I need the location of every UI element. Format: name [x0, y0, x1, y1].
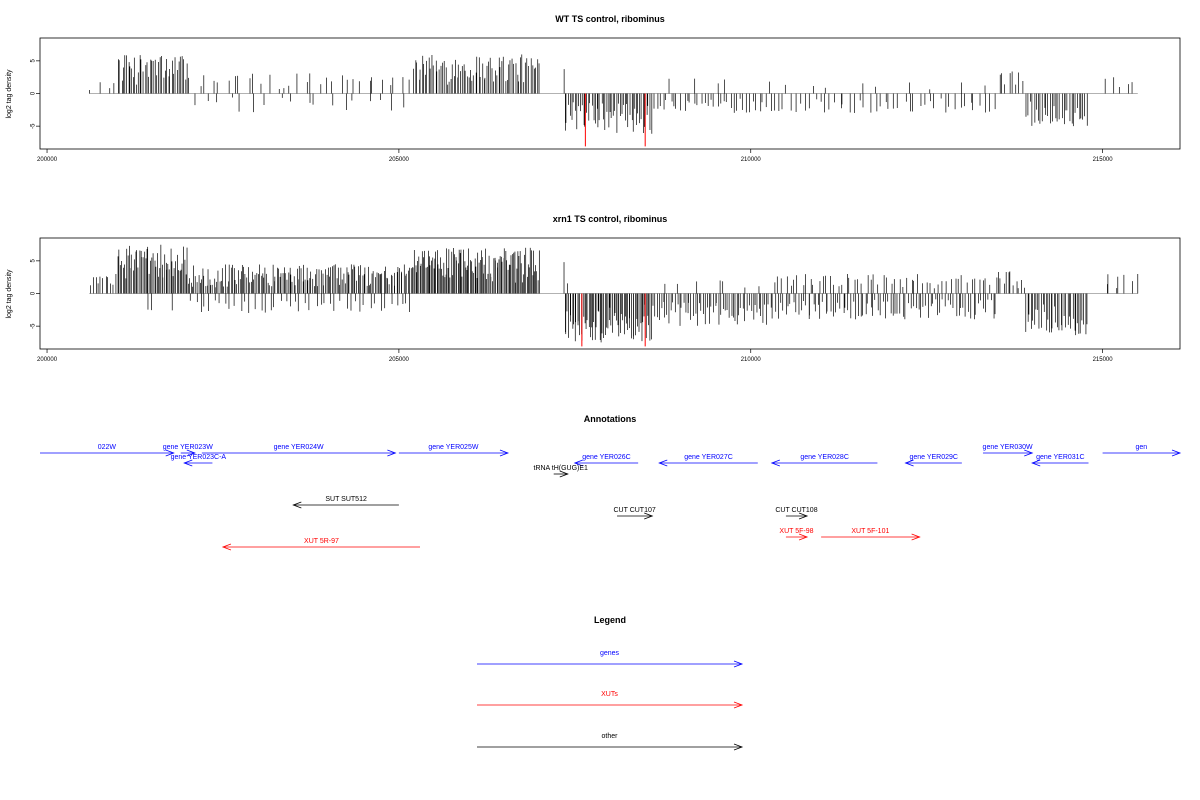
annotation-feature: CUT CUT108: [775, 507, 818, 520]
feature-arrow-head: [770, 459, 780, 467]
feature-label: gene YER024W: [274, 444, 324, 451]
annotation-feature: gene YER030W: [983, 444, 1034, 457]
xrn1-panel-ylabel: log2 tag density: [6, 269, 13, 319]
feature-label: 022W: [98, 444, 117, 451]
feature-label: gene YER030W: [983, 444, 1033, 451]
feature-arrow-head: [165, 449, 175, 457]
feature-arrow-head: [644, 512, 654, 520]
x-tick-label: 200000: [37, 157, 58, 163]
x-tick-label: 205000: [389, 157, 410, 163]
wt-panel-ylabel: log2 tag density: [6, 69, 13, 119]
annotation-feature: XUT 5F-98: [779, 528, 814, 541]
annotation-feature: gene YER023C-A: [171, 454, 227, 467]
feature-arrow-head: [1024, 449, 1034, 457]
legend-item: other: [477, 733, 744, 751]
feature-label: gene YER027C: [684, 454, 733, 461]
legend-arrow-head: [733, 660, 744, 668]
annotation-feature: gene YER024W: [201, 444, 397, 457]
annotation-feature: gene YER029C: [904, 454, 962, 467]
annotation-feature: gene YER025W: [398, 444, 510, 457]
feature-arrow-head: [904, 459, 914, 467]
y-tick-label: 0: [31, 91, 37, 95]
x-tick-label: 210000: [741, 357, 762, 363]
y-tick-label: 5: [31, 59, 37, 63]
annotation-feature: gene YER031C: [1031, 454, 1089, 467]
annotations-title: Annotations: [584, 414, 637, 424]
x-tick-label: 210000: [741, 157, 762, 163]
xrn1-bars: [89, 244, 1139, 347]
feature-label: CUT CUT107: [613, 507, 655, 514]
feature-arrow-head: [559, 470, 569, 478]
wt-density-panel: WT TS control, ribominus log2 tag densit…: [6, 14, 1181, 163]
legend-label: genes: [600, 650, 620, 657]
annotation-feature: gen: [1102, 444, 1182, 457]
xrn1-density-panel: xrn1 TS control, ribominus log2 tag dens…: [6, 214, 1181, 363]
annotation-feature: XUT 5F-101: [821, 528, 921, 541]
feature-arrow-head: [183, 459, 193, 467]
y-tick-label: 0: [31, 291, 37, 295]
feature-arrow-head: [798, 533, 809, 541]
wt-axes: 200000 205000 210000 215000 5 0 -5: [31, 59, 1114, 163]
feature-arrow-head: [292, 501, 302, 509]
xrn1-axes: 200000 205000 210000 215000 5 0 -5: [31, 259, 1114, 363]
xrn1-panel-title: xrn1 TS control, ribominus: [553, 214, 668, 224]
legend-arrow-head: [733, 701, 744, 709]
feature-arrow-head: [499, 449, 510, 457]
feature-arrow-head: [658, 459, 668, 467]
feature-arrow-head: [573, 459, 583, 467]
annotation-feature: 022W: [40, 444, 175, 457]
legend-label: XUTs: [601, 691, 618, 698]
annotation-feature: gene YER027C: [658, 454, 758, 467]
wt-bars: [89, 54, 1138, 147]
wt-panel-title: WT TS control, ribominus: [555, 14, 665, 24]
annotations-track: Annotations 022W gene YER023W gene YER023C…: [40, 414, 1182, 551]
feature-label: gene YER023W: [163, 444, 213, 451]
feature-label: XUT 5F-98: [779, 528, 813, 535]
feature-arrow-head: [798, 512, 809, 520]
feature-label: SUT SUT512: [325, 496, 367, 503]
feature-label: tRNA tH(GUG)E1: [534, 465, 589, 472]
feature-label: gene YER029C: [909, 454, 958, 461]
feature-arrow-head: [387, 449, 397, 457]
annotation-feature: gene YER028C: [770, 454, 878, 467]
feature-label: gen: [1135, 444, 1147, 451]
legend-arrow-head: [733, 743, 744, 751]
annotation-feature: gene YER026C: [573, 454, 639, 467]
x-tick-label: 205000: [389, 357, 410, 363]
feature-label: gene YER028C: [800, 454, 849, 461]
annotation-feature: gene YER023W: [163, 444, 213, 457]
feature-label: CUT CUT108: [775, 507, 817, 514]
annotation-feature: CUT CUT107: [613, 507, 656, 520]
feature-arrow-head: [221, 543, 232, 551]
feature-label: gene YER026C: [582, 454, 631, 461]
annotation-features: 022W gene YER023W gene YER023C-A gene YER02…: [40, 444, 1182, 551]
x-tick-label: 215000: [1093, 157, 1114, 163]
legend-title: Legend: [594, 615, 626, 625]
feature-arrow-head: [911, 533, 921, 541]
legend-item: XUTs: [477, 691, 744, 709]
annotation-feature: SUT SUT512: [292, 496, 399, 509]
feature-label: gene YER031C: [1036, 454, 1085, 461]
feature-arrow-head: [186, 449, 196, 457]
x-tick-label: 215000: [1093, 357, 1114, 363]
legend-item: genes: [477, 650, 744, 668]
annotation-feature: XUT 5R-97: [221, 538, 420, 551]
y-tick-label: -5: [31, 123, 37, 129]
x-tick-label: 200000: [37, 357, 58, 363]
feature-label: gene YER025W: [428, 444, 478, 451]
y-tick-label: -5: [31, 323, 37, 329]
legend-items: genes XUTs other: [477, 650, 744, 751]
legend: Legend genes XUTs other: [477, 615, 744, 751]
legend-label: other: [602, 733, 619, 740]
feature-label: XUT 5F-101: [851, 528, 889, 535]
y-tick-label: 5: [31, 259, 37, 263]
feature-arrow-head: [1031, 459, 1041, 467]
feature-label: gene YER023C-A: [171, 454, 227, 461]
feature-label: XUT 5R-97: [304, 538, 339, 545]
feature-arrow-head: [1171, 449, 1182, 457]
annotation-feature: tRNA tH(GUG)E1: [534, 465, 589, 478]
